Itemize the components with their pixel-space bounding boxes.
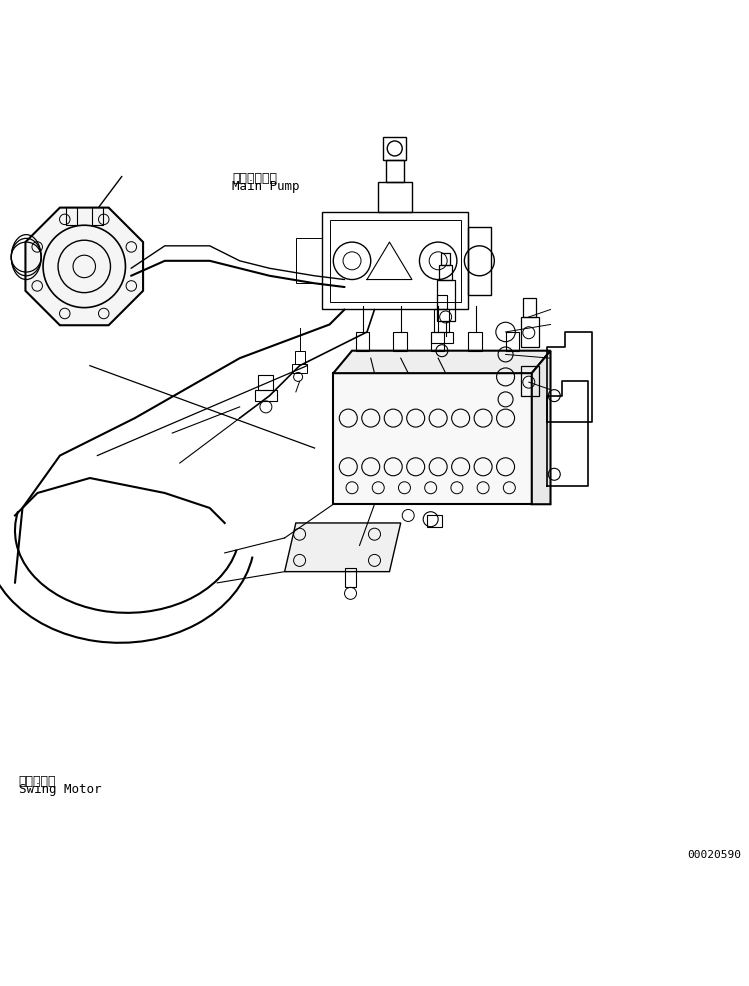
Bar [386, 160, 404, 182]
Bar [330, 220, 461, 302]
Polygon shape [333, 351, 551, 373]
Text: 00020590: 00020590 [688, 850, 742, 860]
Bar [437, 295, 447, 310]
Bar [295, 351, 305, 364]
Bar [437, 280, 455, 320]
Bar [468, 227, 491, 295]
Text: Main Pump: Main Pump [232, 179, 300, 192]
Bar [434, 310, 449, 332]
Bar [345, 568, 356, 587]
Bar [468, 332, 482, 351]
Bar [66, 206, 76, 225]
Bar [333, 373, 532, 504]
Text: 旋回モータ: 旋回モータ [19, 775, 56, 788]
Bar [393, 332, 407, 351]
Bar [506, 332, 519, 351]
Text: メインポンプ: メインポンプ [232, 173, 277, 185]
Text: Swing Motor: Swing Motor [19, 783, 101, 796]
Bar [292, 364, 307, 373]
Bar [356, 332, 369, 351]
Bar [383, 137, 406, 160]
Polygon shape [532, 351, 551, 504]
Bar [255, 389, 277, 401]
Bar [322, 212, 468, 310]
Bar [523, 298, 536, 317]
Polygon shape [25, 208, 143, 325]
Bar [431, 332, 444, 351]
Bar [431, 332, 453, 343]
Bar [439, 264, 452, 280]
Polygon shape [285, 523, 401, 572]
Bar [441, 253, 450, 264]
Bar [521, 317, 539, 347]
Bar [378, 182, 412, 212]
Bar [296, 239, 322, 283]
Bar [258, 375, 273, 389]
Bar [521, 366, 539, 395]
Bar [427, 516, 442, 527]
Bar [91, 206, 103, 225]
